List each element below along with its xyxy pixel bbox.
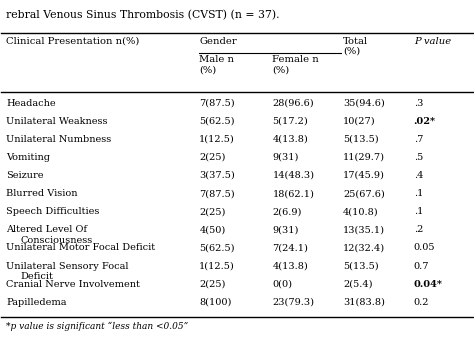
Text: 2(25): 2(25) [199, 207, 226, 216]
Text: 5(62.5): 5(62.5) [199, 243, 235, 252]
Text: 5(17.2): 5(17.2) [273, 117, 308, 126]
Text: Unilateral Weakness: Unilateral Weakness [6, 117, 108, 126]
Text: 12(32.4): 12(32.4) [343, 243, 385, 252]
Text: 28(96.6): 28(96.6) [273, 99, 314, 107]
Text: .4: .4 [414, 171, 423, 180]
Text: 2(5.4): 2(5.4) [343, 280, 373, 289]
Text: 0.05: 0.05 [414, 243, 435, 252]
Text: Headache: Headache [6, 99, 56, 107]
Text: 4(13.8): 4(13.8) [273, 262, 308, 270]
Text: Unilateral Numbness: Unilateral Numbness [6, 135, 111, 144]
Text: 4(10.8): 4(10.8) [343, 207, 379, 216]
Text: 8(100): 8(100) [199, 298, 232, 307]
Text: .2: .2 [414, 225, 423, 234]
Text: 9(31): 9(31) [273, 153, 299, 162]
Text: 11(29.7): 11(29.7) [343, 153, 385, 162]
Text: .3: .3 [414, 99, 423, 107]
Text: 7(87.5): 7(87.5) [199, 189, 235, 198]
Text: Blurred Vision: Blurred Vision [6, 189, 78, 198]
Text: 13(35.1): 13(35.1) [343, 225, 385, 234]
Text: Seizure: Seizure [6, 171, 44, 180]
Text: 2(25): 2(25) [199, 153, 226, 162]
Text: Deficit: Deficit [20, 272, 53, 281]
Text: 3(37.5): 3(37.5) [199, 171, 235, 180]
Text: 0.04*: 0.04* [414, 280, 443, 289]
Text: 5(62.5): 5(62.5) [199, 117, 235, 126]
Text: P value: P value [414, 37, 451, 46]
Text: Unilateral Motor Focal Deficit: Unilateral Motor Focal Deficit [6, 243, 155, 252]
Text: 14(48.3): 14(48.3) [273, 171, 314, 180]
Text: 7(24.1): 7(24.1) [273, 243, 308, 252]
Text: Consciousness: Consciousness [20, 236, 92, 245]
Text: Female n
(%): Female n (%) [273, 55, 319, 74]
Text: Altered Level Of: Altered Level Of [6, 225, 87, 234]
Text: 0.7: 0.7 [414, 262, 429, 270]
Text: 9(31): 9(31) [273, 225, 299, 234]
Text: Unilateral Sensory Focal: Unilateral Sensory Focal [6, 262, 128, 270]
Text: Cranial Nerve Involvement: Cranial Nerve Involvement [6, 280, 140, 289]
Text: 25(67.6): 25(67.6) [343, 189, 385, 198]
Text: .7: .7 [414, 135, 423, 144]
Text: 0.2: 0.2 [414, 298, 429, 307]
Text: .5: .5 [414, 153, 423, 162]
Text: 18(62.1): 18(62.1) [273, 189, 314, 198]
Text: Papilledema: Papilledema [6, 298, 67, 307]
Text: 4(50): 4(50) [199, 225, 226, 234]
Text: 31(83.8): 31(83.8) [343, 298, 385, 307]
Text: 2(25): 2(25) [199, 280, 226, 289]
Text: Speech Difficulties: Speech Difficulties [6, 207, 100, 216]
Text: .02*: .02* [414, 117, 436, 126]
Text: 23(79.3): 23(79.3) [273, 298, 314, 307]
Text: 0(0): 0(0) [273, 280, 292, 289]
Text: 5(13.5): 5(13.5) [343, 262, 379, 270]
Text: Vomiting: Vomiting [6, 153, 50, 162]
Text: 7(87.5): 7(87.5) [199, 99, 235, 107]
Text: rebral Venous Sinus Thrombosis (CVST) (n = 37).: rebral Venous Sinus Thrombosis (CVST) (n… [6, 10, 280, 20]
Text: .1: .1 [414, 207, 423, 216]
Text: Male n
(%): Male n (%) [199, 55, 234, 74]
Text: 10(27): 10(27) [343, 117, 376, 126]
Text: *p value is significant “less than <0.05”: *p value is significant “less than <0.05… [6, 321, 188, 331]
Text: Clinical Presentation n(%): Clinical Presentation n(%) [6, 37, 139, 46]
Text: Total
(%): Total (%) [343, 37, 368, 56]
Text: 4(13.8): 4(13.8) [273, 135, 308, 144]
Text: 35(94.6): 35(94.6) [343, 99, 385, 107]
Text: Gender: Gender [199, 37, 237, 46]
Text: 1(12.5): 1(12.5) [199, 135, 235, 144]
Text: 17(45.9): 17(45.9) [343, 171, 385, 180]
Text: 5(13.5): 5(13.5) [343, 135, 379, 144]
Text: .1: .1 [414, 189, 423, 198]
Text: 2(6.9): 2(6.9) [273, 207, 302, 216]
Text: 1(12.5): 1(12.5) [199, 262, 235, 270]
